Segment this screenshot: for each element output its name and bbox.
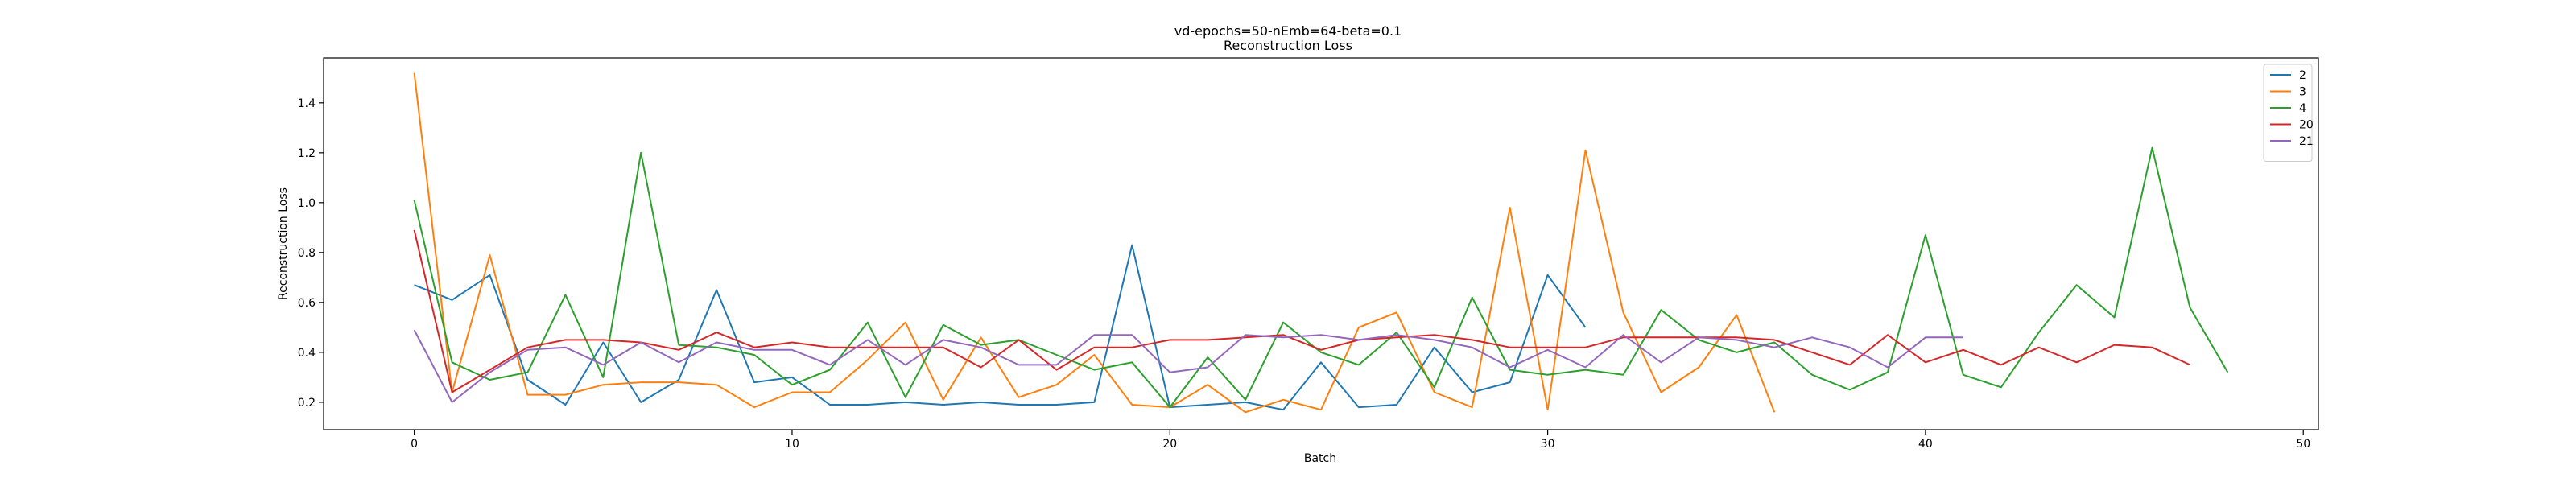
- x-axis-label: Batch: [1304, 452, 1336, 465]
- series-line-2: [414, 244, 1587, 411]
- legend-label-3: 3: [2299, 86, 2306, 99]
- series-line-21: [413, 329, 1963, 403]
- y-tick-label: 0.2: [298, 397, 316, 410]
- legend-label-21: 21: [2299, 135, 2314, 148]
- x-tick-label: 10: [785, 438, 799, 451]
- y-tick-label: 0.4: [298, 347, 316, 360]
- x-tick-label: 30: [1541, 438, 1555, 451]
- y-tick-label: 0.6: [298, 297, 316, 310]
- y-axis-label: Reconstruction Loss: [277, 187, 290, 300]
- y-tick-label: 0.8: [298, 247, 316, 260]
- series-line-3: [413, 72, 1776, 414]
- x-tick-label: 50: [2296, 438, 2310, 451]
- legend-label-20: 20: [2299, 119, 2314, 132]
- plot-frame: [323, 57, 2319, 430]
- series-line-4: [413, 146, 2229, 409]
- x-tick-label: 40: [1918, 438, 1933, 451]
- chart-title: vd-epochs=50-nEmb=64-beta=0.1: [1174, 23, 1402, 39]
- legend-label-4: 4: [2299, 102, 2306, 115]
- legend: 2 3 4 20 21: [2263, 64, 2314, 162]
- legend-label-2: 2: [2299, 69, 2306, 82]
- legend-box: [2263, 64, 2313, 162]
- x-tick-label: 20: [1162, 438, 1177, 451]
- series-line-20: [413, 229, 2190, 393]
- y-tick-label: 1.0: [298, 197, 316, 210]
- x-tick-label: 0: [411, 438, 418, 451]
- y-tick-label: 1.2: [298, 147, 316, 160]
- y-tick-label: 1.4: [298, 97, 316, 110]
- plot-area: 0 10 20 30 40 50 0.2 0.4 0.6 0.8 1.0 1.2 1.4: [298, 57, 2319, 451]
- chart-subtitle: Reconstruction Loss: [1224, 38, 1352, 53]
